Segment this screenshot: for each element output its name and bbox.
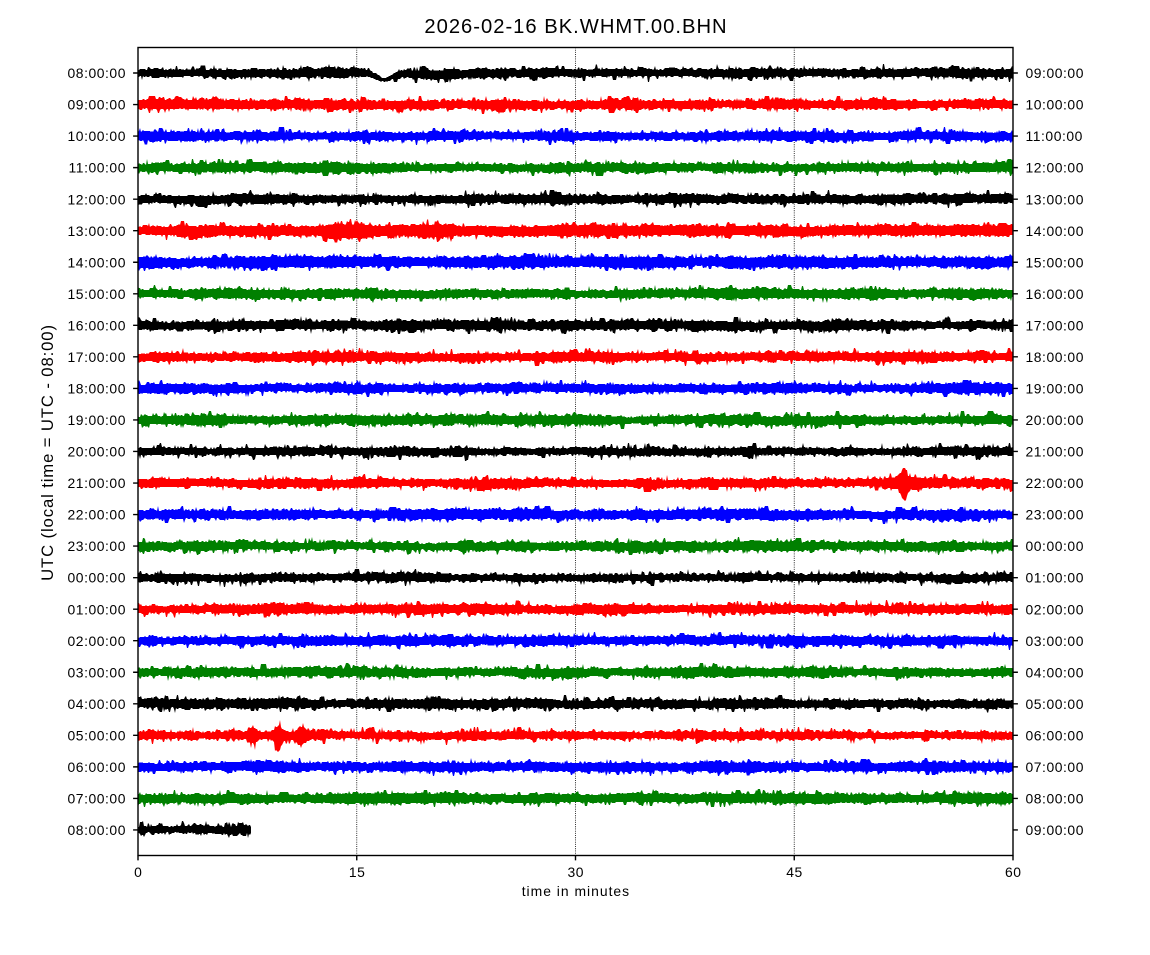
svg-text:11:00:00: 11:00:00 [1026, 128, 1083, 144]
svg-text:22:00:00: 22:00:00 [1026, 475, 1084, 491]
svg-text:15: 15 [349, 864, 366, 880]
svg-text:21:00:00: 21:00:00 [1026, 444, 1084, 460]
svg-text:15:00:00: 15:00:00 [1026, 254, 1084, 270]
svg-text:16:00:00: 16:00:00 [68, 317, 126, 333]
svg-text:16:00:00: 16:00:00 [1026, 286, 1084, 302]
svg-text:19:00:00: 19:00:00 [1026, 381, 1084, 397]
svg-text:21:00:00: 21:00:00 [68, 475, 126, 491]
svg-text:10:00:00: 10:00:00 [68, 128, 126, 144]
svg-text:08:00:00: 08:00:00 [68, 65, 126, 81]
svg-text:17:00:00: 17:00:00 [68, 349, 126, 365]
svg-text:01:00:00: 01:00:00 [68, 601, 126, 617]
svg-text:18:00:00: 18:00:00 [68, 381, 126, 397]
svg-text:12:00:00: 12:00:00 [1026, 160, 1084, 176]
svg-text:00:00:00: 00:00:00 [68, 570, 126, 586]
svg-text:time in minutes: time in minutes [522, 883, 630, 899]
svg-text:14:00:00: 14:00:00 [1026, 223, 1084, 239]
svg-text:05:00:00: 05:00:00 [1026, 696, 1084, 712]
svg-text:03:00:00: 03:00:00 [68, 664, 126, 680]
svg-text:04:00:00: 04:00:00 [68, 696, 126, 712]
svg-text:17:00:00: 17:00:00 [1026, 317, 1084, 333]
svg-text:2026-02-16 BK.WHMT.00.BHN: 2026-02-16 BK.WHMT.00.BHN [424, 16, 727, 38]
svg-text:23:00:00: 23:00:00 [68, 538, 126, 554]
svg-text:06:00:00: 06:00:00 [68, 759, 126, 775]
svg-text:06:00:00: 06:00:00 [1026, 727, 1084, 743]
svg-text:14:00:00: 14:00:00 [68, 254, 126, 270]
svg-text:11:00:00: 11:00:00 [69, 160, 126, 176]
svg-text:15:00:00: 15:00:00 [68, 286, 126, 302]
svg-text:07:00:00: 07:00:00 [68, 791, 126, 807]
svg-text:13:00:00: 13:00:00 [68, 223, 126, 239]
svg-text:20:00:00: 20:00:00 [1026, 412, 1084, 428]
svg-text:60: 60 [1005, 864, 1022, 880]
svg-text:10:00:00: 10:00:00 [1026, 97, 1084, 113]
svg-text:0: 0 [134, 864, 142, 880]
svg-text:07:00:00: 07:00:00 [1026, 759, 1084, 775]
svg-text:13:00:00: 13:00:00 [1026, 191, 1084, 207]
svg-text:20:00:00: 20:00:00 [68, 444, 126, 460]
svg-text:03:00:00: 03:00:00 [1026, 633, 1084, 649]
svg-text:09:00:00: 09:00:00 [1026, 822, 1084, 838]
svg-text:08:00:00: 08:00:00 [1026, 791, 1084, 807]
svg-text:19:00:00: 19:00:00 [68, 412, 126, 428]
svg-text:45: 45 [786, 864, 803, 880]
svg-text:UTC (local time = UTC - 08:00): UTC (local time = UTC - 08:00) [38, 324, 57, 581]
svg-text:05:00:00: 05:00:00 [68, 727, 126, 743]
svg-text:09:00:00: 09:00:00 [68, 97, 126, 113]
svg-text:08:00:00: 08:00:00 [68, 822, 126, 838]
svg-text:02:00:00: 02:00:00 [1026, 601, 1084, 617]
svg-text:02:00:00: 02:00:00 [68, 633, 126, 649]
svg-text:09:00:00: 09:00:00 [1026, 65, 1084, 81]
svg-text:23:00:00: 23:00:00 [1026, 507, 1084, 523]
svg-text:04:00:00: 04:00:00 [1026, 664, 1084, 680]
svg-text:01:00:00: 01:00:00 [1026, 570, 1084, 586]
svg-text:00:00:00: 00:00:00 [1026, 538, 1084, 554]
svg-text:12:00:00: 12:00:00 [68, 191, 126, 207]
svg-text:30: 30 [568, 864, 585, 880]
svg-text:22:00:00: 22:00:00 [68, 507, 126, 523]
svg-text:18:00:00: 18:00:00 [1026, 349, 1084, 365]
